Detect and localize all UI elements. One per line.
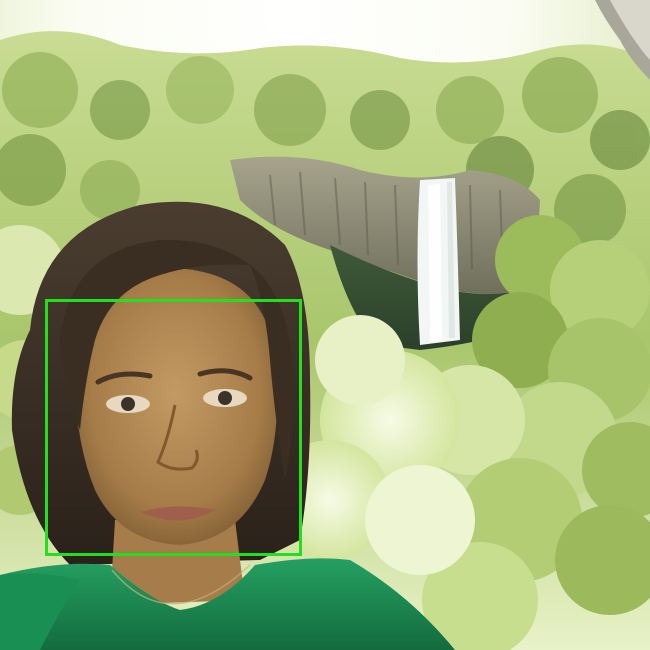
face-detection-box bbox=[45, 299, 302, 556]
